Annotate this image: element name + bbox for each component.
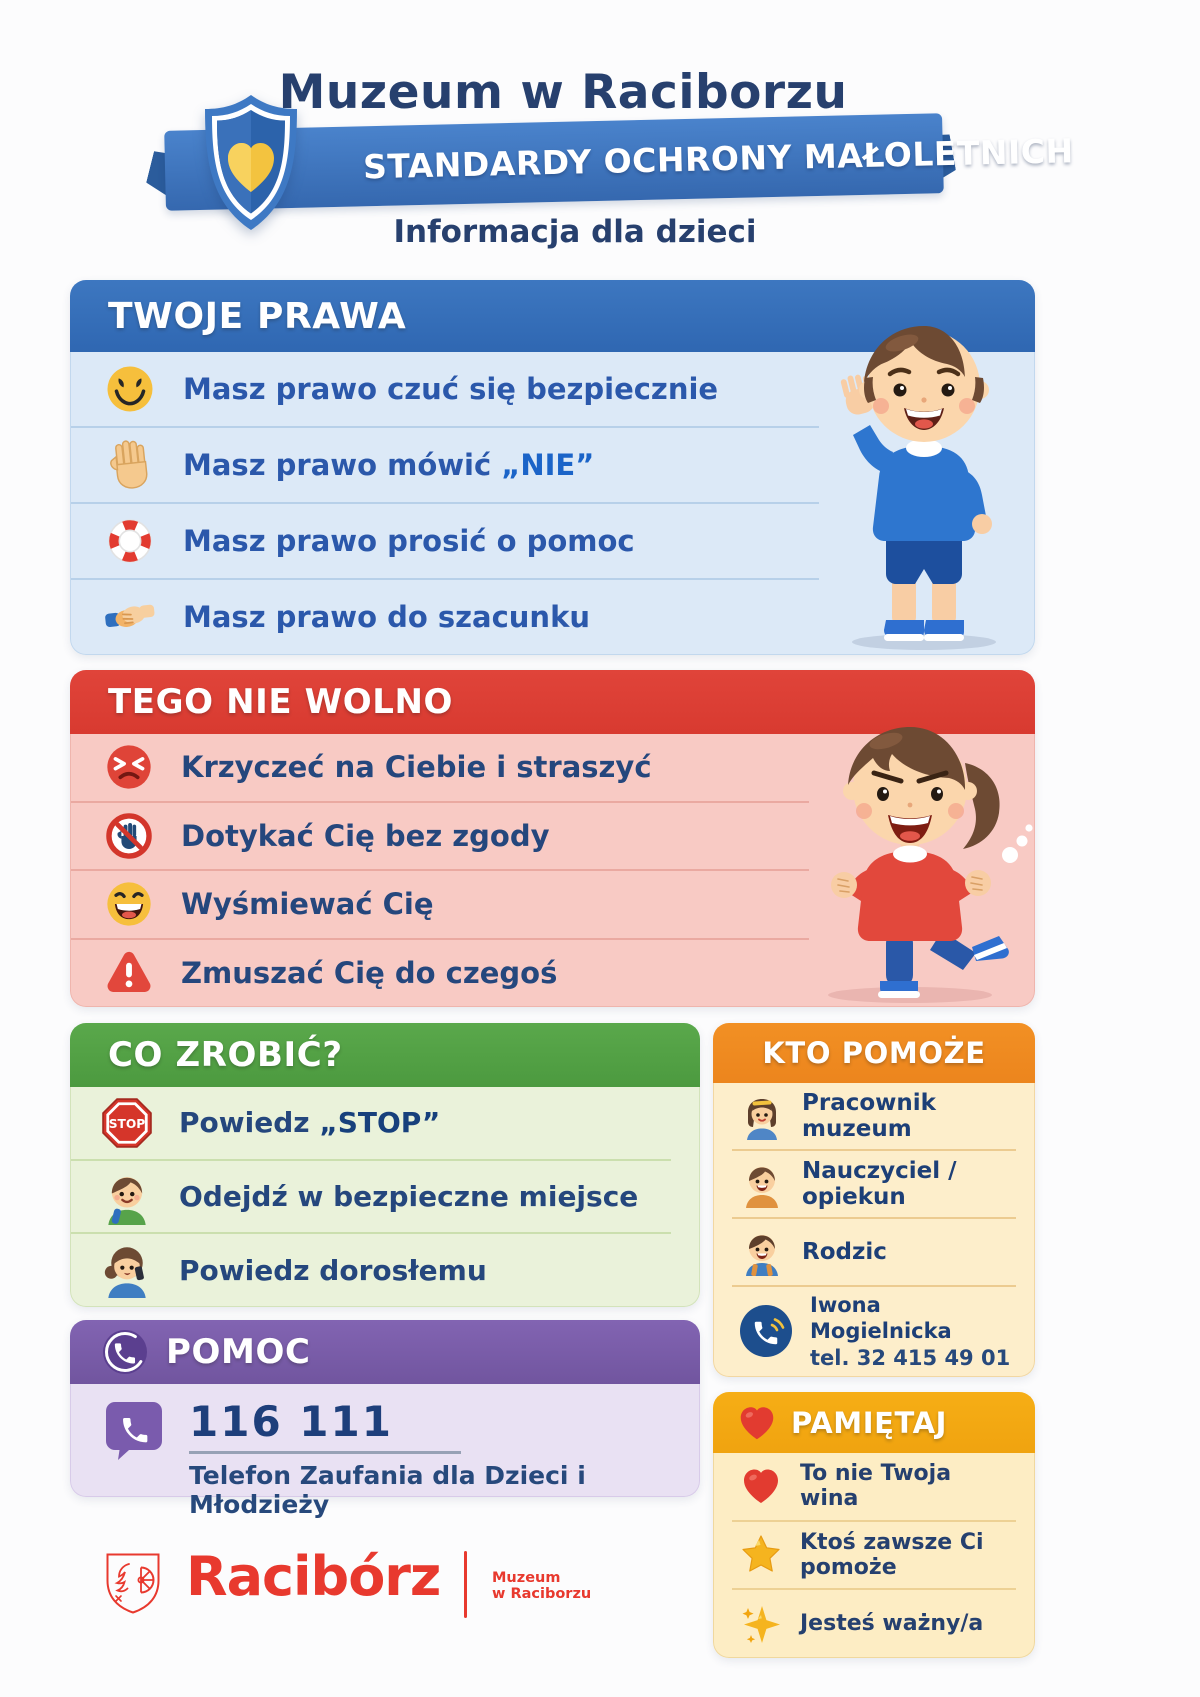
list-item: Powiedz dorosłemu <box>71 1232 671 1306</box>
warning-icon <box>103 947 155 999</box>
waving-boy-illustration <box>826 298 1022 650</box>
heart-icon <box>735 1401 779 1445</box>
stop-sign-label: STOP <box>109 1117 146 1131</box>
list-item-label: Nauczyciel / opiekun <box>802 1157 957 1210</box>
rights-header: TWOJE PRAWA <box>70 280 1035 352</box>
help-title: POMOC <box>166 1332 311 1372</box>
rights-panel: TWOJE PRAWA Masz prawo czuć się bezpiecz… <box>70 280 1035 655</box>
list-item-label: Powiedz „STOP” <box>179 1106 441 1140</box>
museum-worker-avatar <box>738 1092 786 1140</box>
contact-row: Iwona Mogielnicka tel. 32 415 49 01 <box>732 1284 1016 1376</box>
star-icon <box>738 1532 784 1578</box>
list-item: Zmuszać Cię do czegoś <box>71 937 809 1007</box>
helpline-number: 116 111 <box>189 1397 461 1454</box>
contact-phone: tel. 32 415 49 01 <box>810 1345 1011 1370</box>
mocking-face-icon <box>103 878 155 930</box>
list-item: Masz prawo czuć się bezpiecznie <box>71 352 819 426</box>
list-item: Jesteś ważny/a <box>732 1588 1016 1657</box>
list-item-label: Krzyczeć na Ciebie i straszyć <box>181 750 652 785</box>
list-item: To nie Twoja wina <box>732 1453 1016 1520</box>
helpers-panel: KTO POMOŻE Pracownik muzeum Nauczyciel /… <box>713 1023 1035 1377</box>
list-item: Masz prawo prosić o pomoc <box>71 502 819 578</box>
list-item: Masz prawo mówić „NIE” <box>71 426 819 502</box>
remember-header: PAMIĘTAJ <box>713 1392 1035 1453</box>
boy-backpack-icon <box>99 1169 155 1225</box>
remember-body: To nie Twoja wina Ktoś zawsze Ci pomoże … <box>713 1453 1035 1658</box>
phone-bubble-icon <box>101 1397 167 1463</box>
angry-face-icon <box>103 741 155 793</box>
sparkle-icon <box>738 1601 784 1647</box>
list-item: Nauczyciel / opiekun <box>732 1148 1016 1217</box>
contact-name: Iwona Mogielnicka <box>810 1293 952 1344</box>
list-item: Wyśmiewać Cię <box>71 869 809 938</box>
list-item-label: Dotykać Cię bez zgody <box>181 818 550 853</box>
list-item: Pracownik muzeum <box>732 1083 1016 1149</box>
page-title: Muzeum w Raciborzu <box>278 65 848 121</box>
actions-body: STOP Powiedz „STOP” Odejdź w bezpieczne … <box>70 1087 700 1307</box>
lifebuoy-icon <box>103 514 157 568</box>
list-item-label: Pracownik muzeum <box>802 1089 936 1142</box>
list-item: Ktoś zawsze Ci pomoże <box>732 1519 1016 1589</box>
remember-panel: PAMIĘTAJ To nie Twoja wina Ktoś zawsze C… <box>713 1392 1035 1658</box>
phone-circle-icon <box>738 1303 794 1359</box>
list-item: Masz prawo do szacunku <box>71 578 819 654</box>
rights-title: TWOJE PRAWA <box>108 295 407 337</box>
list-item-label: Jesteś ważny/a <box>800 1611 984 1637</box>
girl-phone-icon <box>99 1242 155 1299</box>
list-item-label: Powiedz dorosłemu <box>179 1253 487 1287</box>
list-item: Rodzic <box>732 1216 1016 1285</box>
actions-header: CO ZROBIĆ? <box>70 1023 700 1087</box>
help-header: POMOC <box>70 1320 700 1384</box>
list-item-label: To nie Twoja wina <box>800 1461 952 1512</box>
footer-divider <box>464 1551 467 1618</box>
teacher-avatar <box>738 1160 786 1208</box>
list-item: Dotykać Cię bez zgody <box>71 800 809 870</box>
museum-name: Muzeum w Raciborzu <box>492 1570 592 1602</box>
city-brand: Racibórz <box>186 1545 441 1608</box>
actions-panel: CO ZROBIĆ? STOP Powiedz „STOP” Odejdź w … <box>70 1023 700 1307</box>
page-subtitle: Informacja dla dzieci <box>393 214 757 250</box>
list-item-label: Wyśmiewać Cię <box>181 887 434 922</box>
shield-heart-icon <box>197 92 305 246</box>
actions-title: CO ZROBIĆ? <box>108 1035 343 1075</box>
phone-ring-icon <box>100 1327 150 1377</box>
list-item-label: Zmuszać Cię do czegoś <box>181 955 558 990</box>
helpers-header: KTO POMOŻE <box>713 1023 1035 1083</box>
no-touching-icon <box>103 810 155 862</box>
list-item-label: Masz prawo do szacunku <box>183 600 591 634</box>
smiley-face-icon <box>103 362 157 416</box>
forbidden-title: TEGO NIE WOLNO <box>108 682 454 722</box>
list-item-label: Masz prawo prosić o pomoc <box>183 524 635 558</box>
angry-girl-illustration <box>760 693 1040 1005</box>
forbidden-header: TEGO NIE WOLNO <box>70 670 1035 734</box>
rights-body: Masz prawo czuć się bezpiecznie Masz pra… <box>70 352 1035 655</box>
list-item-label: Masz prawo czuć się bezpiecznie <box>183 372 719 406</box>
heart-icon <box>738 1463 784 1509</box>
parent-avatar <box>738 1228 786 1276</box>
help-panel: POMOC 116 111 Telefon Zaufania dla Dziec… <box>70 1320 700 1519</box>
contact-block: Iwona Mogielnicka tel. 32 415 49 01 <box>810 1292 1016 1371</box>
list-item-label: Masz prawo mówić „NIE” <box>183 448 595 482</box>
list-item-label: Rodzic <box>802 1238 887 1265</box>
list-item-label: Ktoś zawsze Ci pomoże <box>800 1530 984 1580</box>
list-item-label: Odejdź w bezpieczne miejsce <box>179 1180 639 1213</box>
list-item: Krzyczeć na Ciebie i straszyć <box>71 734 809 801</box>
handshake-icon <box>103 590 157 644</box>
helpline-caption: Telefon Zaufania dla Dzieci i Młodzieży <box>189 1461 586 1519</box>
helpers-title: KTO POMOŻE <box>762 1036 986 1070</box>
help-body: 116 111 Telefon Zaufania dla Dzieci i Mł… <box>70 1384 700 1519</box>
stop-sign-icon: STOP <box>99 1095 155 1151</box>
helpers-body: Pracownik muzeum Nauczyciel / opiekun Ro… <box>713 1083 1035 1377</box>
help-lines: 116 111 Telefon Zaufania dla Dzieci i Mł… <box>189 1397 675 1519</box>
list-item: Odejdź w bezpieczne miejsce <box>71 1158 671 1233</box>
raciborz-coat-of-arms-icon <box>103 1550 163 1618</box>
list-item: STOP Powiedz „STOP” <box>71 1087 671 1159</box>
raised-hand-icon <box>103 438 157 492</box>
remember-title: PAMIĘTAJ <box>791 1405 948 1440</box>
